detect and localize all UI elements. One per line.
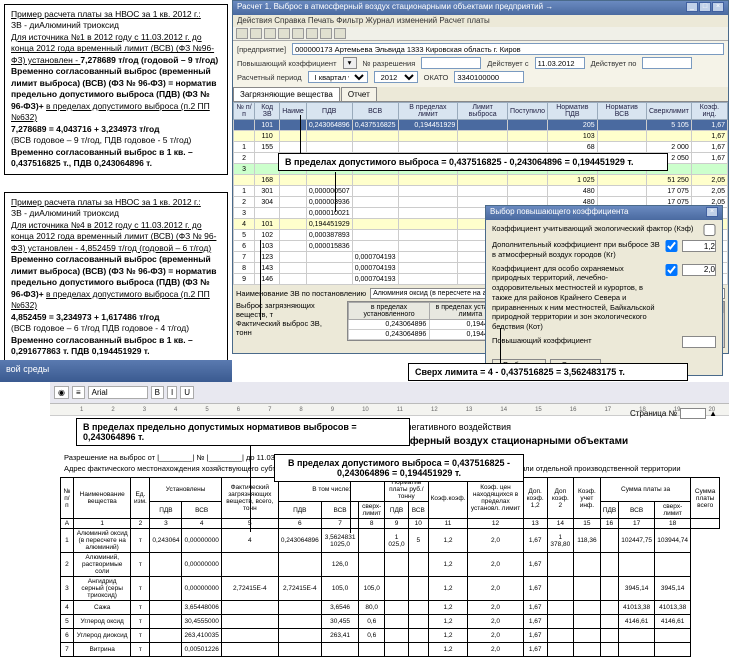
tb-icon[interactable] <box>292 28 304 39</box>
razr-label: № разрешения <box>363 59 416 68</box>
tb-icon[interactable] <box>320 28 332 39</box>
tab-report[interactable]: Отчет <box>341 87 377 101</box>
coef-label: Повышающий коэффициент <box>237 59 337 68</box>
predp-input[interactable] <box>292 43 724 55</box>
d2-label: Действует по <box>591 59 637 68</box>
fact-label: Фактический выброс ЗВ, тонн <box>236 319 337 337</box>
d-r4: Повышающий коэффициент <box>492 336 678 346</box>
example-textbox-2: Пример расчета платы за НВОС за 1 кв. 20… <box>4 192 228 363</box>
d-r2: Дополнительный коэффициент при выбросе З… <box>492 240 661 260</box>
min-btn[interactable]: _ <box>686 2 698 12</box>
d-chk2[interactable] <box>665 240 678 252</box>
window-title: Расчет 1. Выброс в атмосферный воздух ст… <box>237 2 553 14</box>
d-v2[interactable] <box>682 240 716 252</box>
d-v4[interactable] <box>682 336 716 348</box>
example-textbox-1: Пример расчета платы за НВОС за 1 кв. 20… <box>4 4 228 175</box>
title-bar: Расчет 1. Выброс в атмосферный воздух ст… <box>233 1 728 15</box>
d2-input[interactable] <box>642 57 692 69</box>
d1-label: Действует с <box>487 59 528 68</box>
coef-dialog: Выбор повышающего коэффициента × Коэффиц… <box>485 205 723 376</box>
coef-btn[interactable]: ▾ <box>343 57 357 69</box>
close-btn[interactable]: × <box>712 2 724 12</box>
period-select[interactable]: I квартал ▾ <box>308 71 368 83</box>
page-input[interactable] <box>680 408 706 419</box>
dialog-title: Выбор повышающего коэффициента <box>490 207 629 219</box>
d1-input[interactable] <box>535 57 585 69</box>
predp-label: [предприятие] <box>237 45 286 54</box>
tb-icon[interactable] <box>264 28 276 39</box>
d-r1: Коэффициент учитывающий экологический фа… <box>492 224 699 234</box>
tb-icon[interactable] <box>278 28 290 39</box>
okato-label: ОКАТО <box>424 73 449 82</box>
section-band: вой среды <box>0 360 232 382</box>
limit-label: Выброс загрязняющих веществ, т <box>236 301 337 319</box>
d-r3: Коэффициент для особо охраняемых природн… <box>492 264 661 332</box>
year-select[interactable]: 2012 ▾ <box>374 71 418 83</box>
zv-name-label: Наименование ЗВ по постановлению <box>236 289 366 298</box>
rb-btn[interactable]: ≡ <box>72 386 85 399</box>
font-name[interactable]: Arial <box>88 386 148 399</box>
rb-italic[interactable]: I <box>167 386 177 399</box>
office-ribbon: ◉ ≡ Arial B I U <box>50 382 729 404</box>
razr-input[interactable] <box>421 57 481 69</box>
rb-bold[interactable]: B <box>151 386 164 399</box>
menu-bar[interactable]: Действия Справка Печать Фильтр Журнал из… <box>233 15 728 27</box>
max-btn[interactable]: □ <box>699 2 711 12</box>
tb-icon[interactable] <box>236 28 248 39</box>
page-up-icon[interactable]: ▲ <box>709 409 717 418</box>
params-area: [предприятие] Повышающий коэффициент ▾ №… <box>233 41 728 87</box>
okato-input[interactable] <box>454 71 524 83</box>
report-table: № п/пНаименование веществаЕд. изм.Устано… <box>60 477 720 657</box>
callout-1: В пределах допустимого выброса = 0,43751… <box>278 153 668 171</box>
page-indicator: Страница № ▲ <box>630 408 717 419</box>
tab-strip: Загрязняющие вещества Отчет <box>233 87 728 102</box>
ruler: 1234567891011121314151617181920212223 <box>50 404 729 416</box>
tb-icon[interactable] <box>250 28 262 39</box>
tab-zv[interactable]: Загрязняющие вещества <box>233 87 340 101</box>
callout-4: В пределах допустимого выброса = 0,43751… <box>274 454 524 482</box>
rb-btn[interactable]: ◉ <box>54 386 69 399</box>
d-chk3[interactable] <box>665 264 678 276</box>
d-v3[interactable] <box>682 264 716 276</box>
tb-icon[interactable] <box>306 28 318 39</box>
period-label: Расчетный период <box>237 73 302 82</box>
rb-under[interactable]: U <box>180 386 194 399</box>
callout-2: Сверх лимита = 4 - 0,437516825 = 3,56248… <box>408 363 688 381</box>
callout-3: В пределах предельно допустимых норматив… <box>76 418 410 446</box>
toolbar <box>233 27 728 41</box>
tb-icon[interactable] <box>334 28 346 39</box>
d-chk1[interactable] <box>703 224 716 236</box>
dialog-close-icon[interactable]: × <box>706 207 718 217</box>
page-label: Страница № <box>630 409 677 418</box>
